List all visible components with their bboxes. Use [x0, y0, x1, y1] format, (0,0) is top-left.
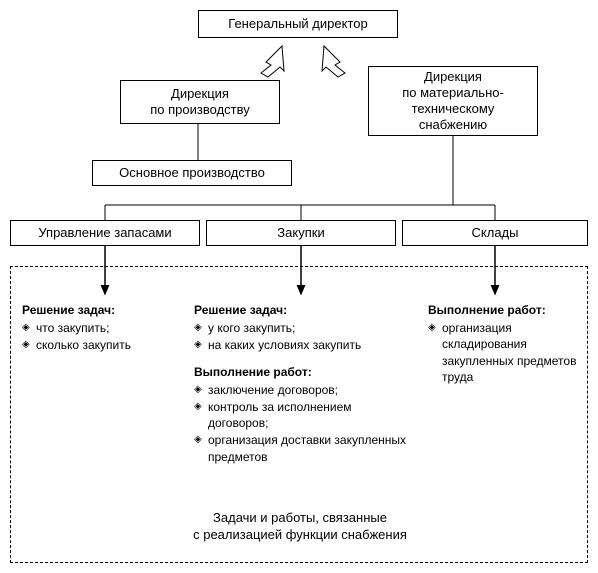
footer-caption: Задачи и работы, связанные с реализацией… — [170, 510, 430, 544]
list-item: заключение договоров; — [194, 382, 409, 398]
col3-h1: Выполнение работ: — [428, 302, 583, 318]
col2-h1: Решение задач: — [194, 302, 409, 318]
list-item: что закупить; — [22, 320, 182, 336]
node-main-prod: Основное производство — [92, 160, 292, 186]
node-supply-dir: Дирекция по материально- техническому сн… — [368, 66, 538, 136]
list-item: организация складирования закупленных пр… — [428, 320, 583, 385]
node-root-label: Генеральный директор — [228, 16, 367, 32]
col1-h1: Решение задач: — [22, 302, 182, 318]
col3-block: Выполнение работ: организация складирова… — [428, 302, 583, 386]
list-item: на каких условиях закупить — [194, 337, 409, 353]
list-item: у кого закупить; — [194, 320, 409, 336]
list-item: сколько закупить — [22, 337, 182, 353]
node-inventory-label: Управление запасами — [38, 225, 171, 241]
node-root: Генеральный директор — [198, 10, 398, 38]
node-warehouse: Склады — [402, 220, 588, 246]
col1-list1: что закупить; сколько закупить — [22, 320, 182, 353]
node-procurement-label: Закупки — [277, 225, 324, 241]
col1-block: Решение задач: что закупить; сколько зак… — [22, 302, 182, 355]
node-warehouse-label: Склады — [472, 225, 519, 241]
list-item: организация доставки закупленных предмет… — [194, 432, 409, 464]
node-prod-dir: Дирекция по производству — [120, 80, 280, 124]
node-main-prod-label: Основное производство — [119, 165, 265, 181]
org-chart: Генеральный директор Дирекция по произво… — [10, 10, 588, 563]
col2-h2: Выполнение работ: — [194, 364, 409, 380]
node-supply-dir-label: Дирекция по материально- техническому сн… — [402, 69, 504, 134]
node-procurement: Закупки — [206, 220, 396, 246]
hollow-arrow-right — [322, 46, 345, 77]
footer-caption-text: Задачи и работы, связанные с реализацией… — [193, 510, 407, 542]
col2-block: Решение задач: у кого закупить; на каких… — [194, 302, 409, 466]
col2-list2: заключение договоров; контроль за исполн… — [194, 382, 409, 465]
col3-list1: организация складирования закупленных пр… — [428, 320, 583, 385]
node-prod-dir-label: Дирекция по производству — [150, 86, 249, 119]
hollow-arrow-left — [261, 46, 284, 77]
col2-list1: у кого закупить; на каких условиях закуп… — [194, 320, 409, 353]
list-item: контроль за исполнением договоров; — [194, 399, 409, 431]
node-inventory: Управление запасами — [10, 220, 200, 246]
